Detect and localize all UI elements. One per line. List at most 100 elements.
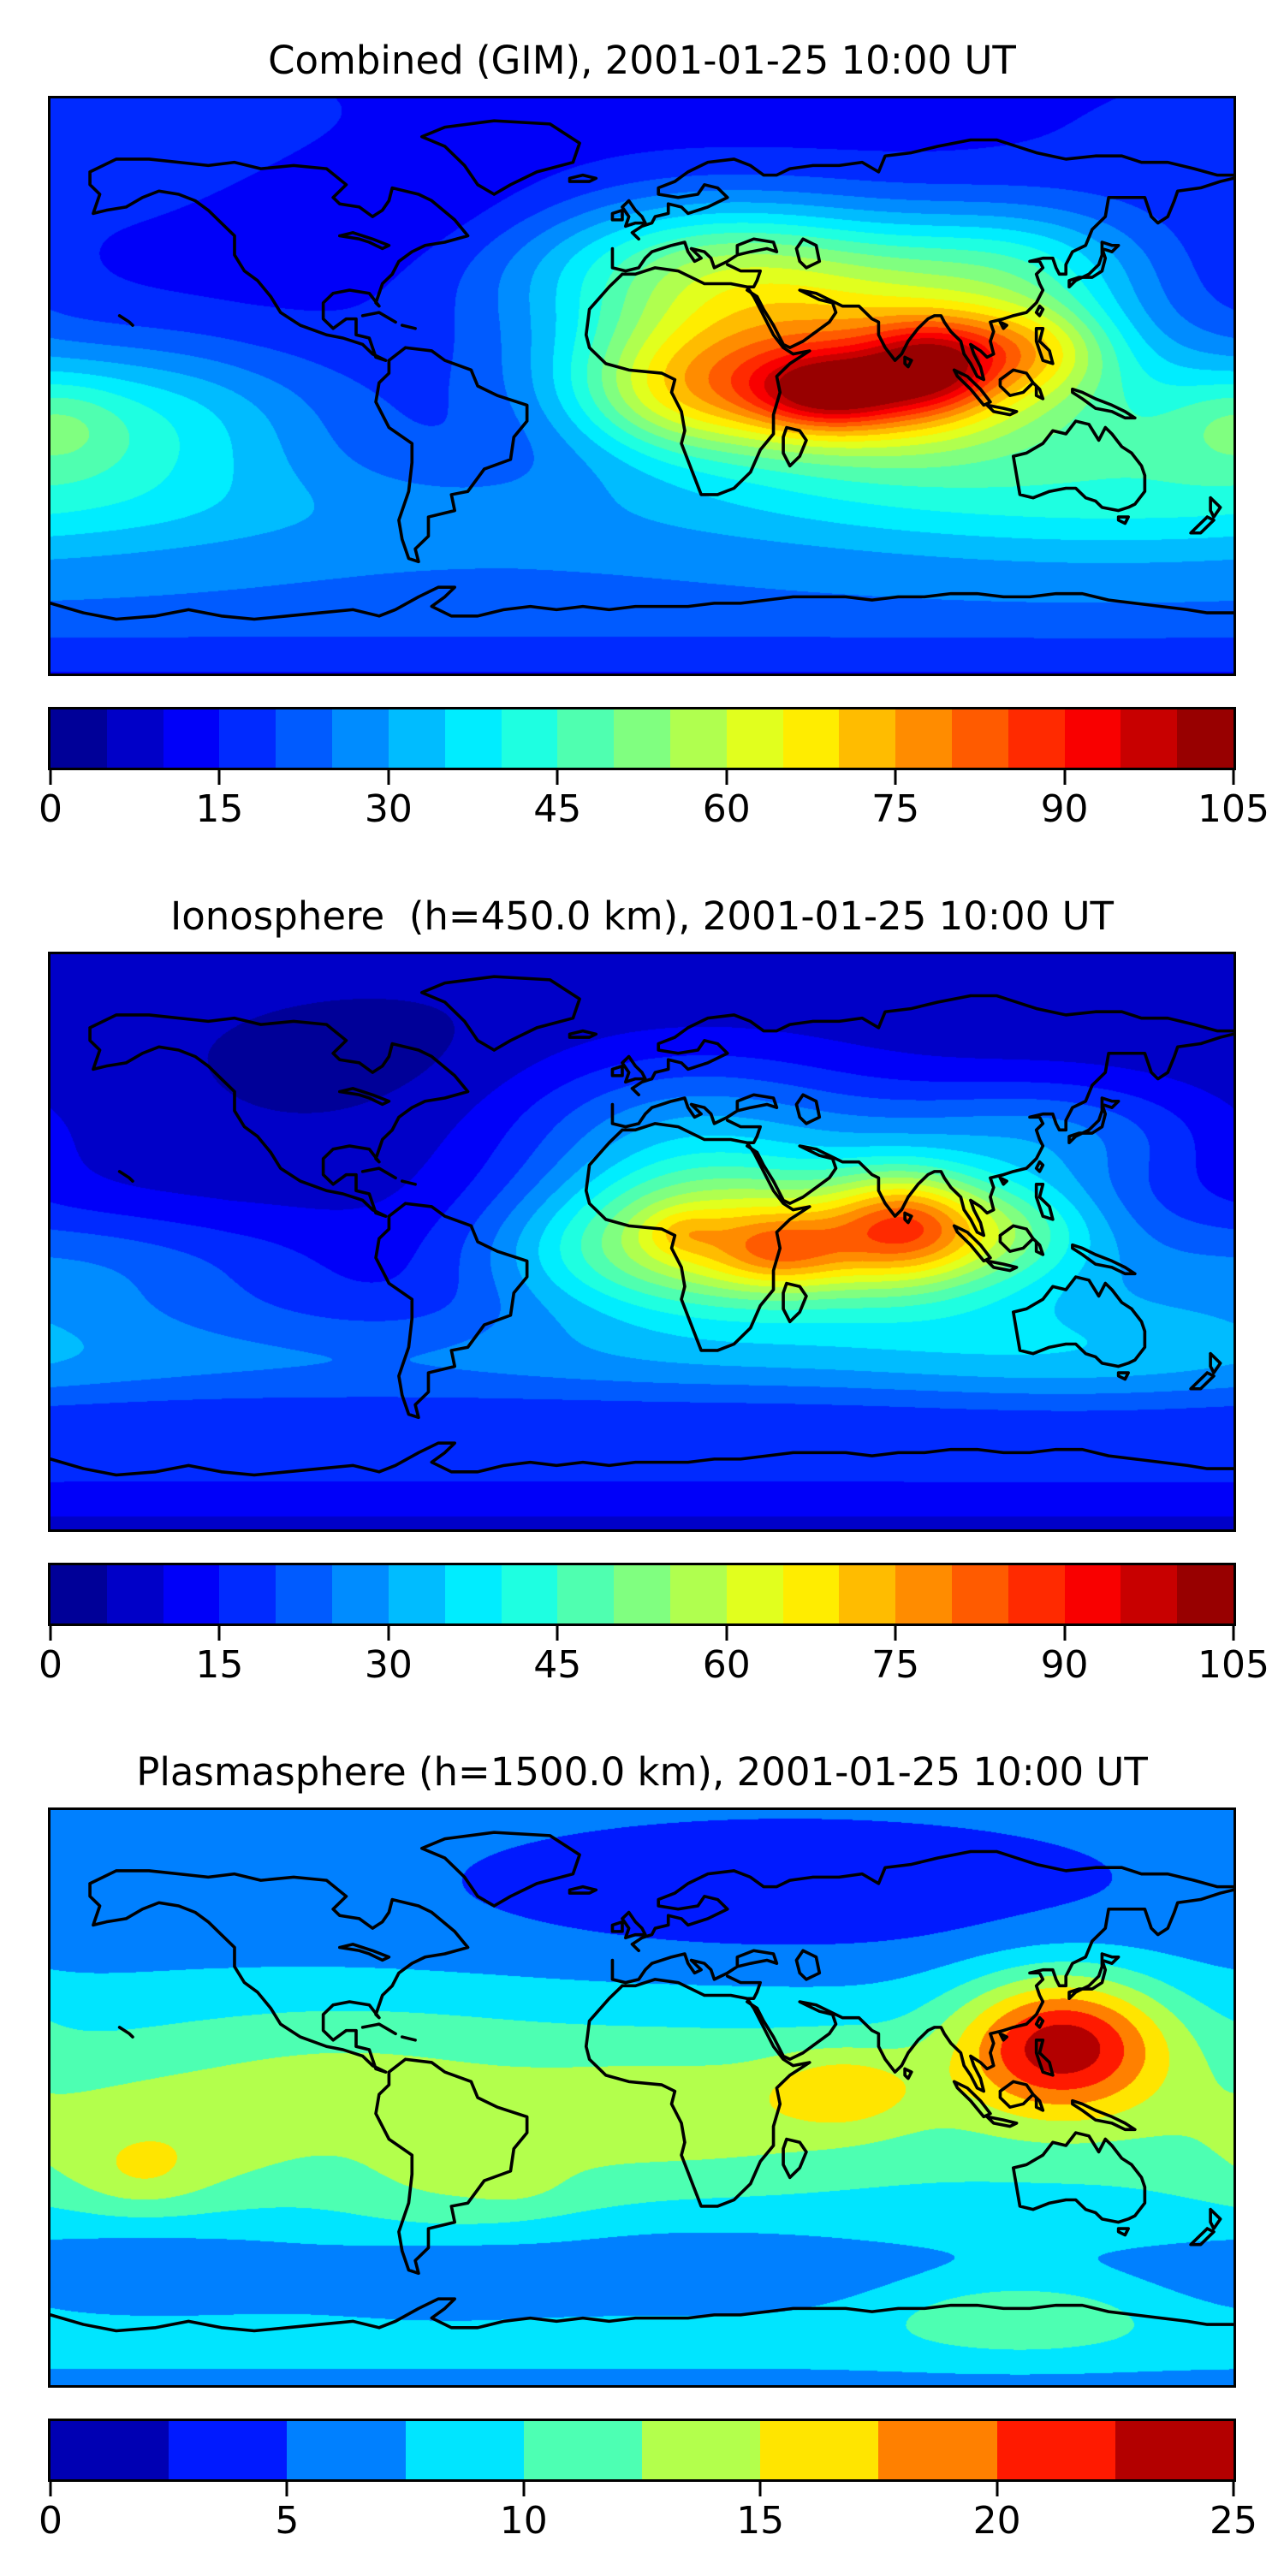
colorbar-tick-label: 15: [736, 2499, 785, 2543]
colorbar-tickmark: [556, 770, 559, 785]
coastline-svg: [51, 119, 1233, 621]
colorbar-segment: [614, 709, 670, 768]
colorbar-segment: [51, 709, 107, 768]
colorbar-tickmark: [1232, 1626, 1235, 1641]
colorbar-tickmark: [1063, 1626, 1067, 1641]
colorbar-segment: [669, 709, 727, 768]
colorbar-tick-label: 30: [364, 1643, 413, 1687]
colorbar-segment: [163, 709, 220, 768]
colorbar-segment: [388, 1565, 445, 1623]
map-combined: [48, 96, 1236, 676]
colorbar-segment: [726, 709, 783, 768]
colorbar-segment: [51, 1565, 107, 1623]
colorbar-segment: [895, 709, 952, 768]
colorbar-tick-label: 30: [364, 787, 413, 831]
colorbar-tickmark: [387, 1626, 390, 1641]
coastline-overlay: [51, 954, 1233, 1529]
panel-combined-gim: Combined (GIM), 2001-01-25 10:00 UT 0 15 3…: [0, 0, 1284, 856]
colorbar-segment: [332, 709, 389, 768]
colorbar-segment: [557, 709, 615, 768]
colorbar-segment: [219, 1565, 276, 1623]
colorbar-tickmark: [217, 770, 221, 785]
colorbar-tick-label: 15: [195, 787, 244, 831]
colorbar-segment: [760, 2421, 879, 2479]
colorbar-tickmark: [49, 1626, 52, 1641]
colorbar-segment: [996, 2421, 1115, 2479]
colorbar-segment: [1008, 709, 1065, 768]
colorbar-segment: [332, 1565, 389, 1623]
colorbar-tick-label: 5: [275, 2499, 300, 2543]
colorbar-tick-label: 0: [39, 1643, 62, 1687]
colorbar-segment: [276, 1565, 333, 1623]
colorbar-tick-label: 0: [39, 2499, 62, 2543]
colorbar-tick-label: 60: [702, 1643, 751, 1687]
coastline-overlay: [51, 98, 1233, 674]
colorbar-segment: [642, 2421, 761, 2479]
colorbar-segment: [276, 709, 333, 768]
colorbar-tick-label: 90: [1040, 1643, 1089, 1687]
colorbar-tickmark: [387, 770, 390, 785]
colorbar-segment: [1064, 709, 1121, 768]
colorbar-segment: [839, 709, 896, 768]
colorbar-combined: [48, 707, 1236, 770]
colorbar-tick-label: 105: [1198, 787, 1269, 831]
colorbar-segment: [219, 709, 276, 768]
colorbar-segment: [444, 1565, 502, 1623]
colorbar-segment: [782, 709, 840, 768]
colorbar-segment: [1121, 1565, 1178, 1623]
colorbar-segment: [952, 709, 1008, 768]
colorbar-tick-label: 75: [871, 787, 920, 831]
colorbar-segment: [1177, 1565, 1234, 1623]
colorbar-segment: [1121, 709, 1178, 768]
colorbar-tick-label: 0: [39, 787, 62, 831]
colorbar-segment: [405, 2421, 524, 2479]
colorbar-segment: [878, 2421, 997, 2479]
colorbar-segment: [444, 709, 502, 768]
panel-title-ionosphere: Ionosphere (h=450.0 km), 2001-01-25 10:0…: [169, 893, 1115, 939]
colorbar-segment: [169, 2421, 288, 2479]
colorbar-tick-label: 105: [1198, 1643, 1269, 1687]
coastline-svg: [51, 1831, 1233, 2333]
colorbar-segment: [51, 2421, 169, 2479]
colorbar-tickmark: [758, 2482, 762, 2496]
colorbar-segment: [523, 2421, 643, 2479]
colorbar-segment: [163, 1565, 220, 1623]
colorbar-segment: [614, 1565, 670, 1623]
colorbar-tick-label: 60: [702, 787, 751, 831]
colorbar-segment: [287, 2421, 406, 2479]
colorbar-tick-label: 45: [533, 787, 582, 831]
coastline-svg: [51, 975, 1233, 1477]
colorbar-segment: [388, 709, 445, 768]
colorbar-tick-label: 15: [195, 1643, 244, 1687]
colorbar-segment: [106, 709, 163, 768]
colorbar-ionosphere: [48, 1563, 1236, 1626]
colorbar-tickmark: [217, 1626, 221, 1641]
colorbar-segment: [501, 1565, 558, 1623]
colorbar-segment: [1008, 1565, 1065, 1623]
colorbar-tickmark: [725, 1626, 728, 1641]
colorbar-tickmark: [996, 2482, 999, 2496]
colorbar-ticks-ionosphere: 0 15 30 45 60 75 90 105: [39, 1626, 1269, 1720]
colorbar-tickmark: [49, 770, 52, 785]
colorbar-segment: [895, 1565, 952, 1623]
colorbar-ticks-plasmasphere: 0 5 10 15 20 25: [39, 2482, 1257, 2576]
colorbar-segment: [1064, 1565, 1121, 1623]
colorbar-segment: [669, 1565, 727, 1623]
colorbar-segment: [1177, 709, 1234, 768]
colorbar-plasmasphere: [48, 2419, 1236, 2482]
colorbar-segment: [952, 1565, 1008, 1623]
colorbar-tickmark: [556, 1626, 559, 1641]
colorbar-tickmark: [49, 2482, 52, 2496]
colorbar-tick-label: 10: [499, 2499, 548, 2543]
colorbar-segment: [839, 1565, 896, 1623]
colorbar-tickmark: [1232, 2482, 1235, 2496]
panel-title-combined: Combined (GIM), 2001-01-25 10:00 UT: [268, 38, 1016, 83]
colorbar-tick-label: 90: [1040, 787, 1089, 831]
colorbar-tickmark: [725, 770, 728, 785]
coastline-overlay: [51, 1810, 1233, 2385]
colorbar-tick-label: 45: [533, 1643, 582, 1687]
panel-ionosphere: Ionosphere (h=450.0 km), 2001-01-25 10:0…: [0, 856, 1284, 1712]
colorbar-segment: [106, 1565, 163, 1623]
colorbar-tick-label: 25: [1210, 2499, 1257, 2543]
map-ionosphere: [48, 952, 1236, 1532]
